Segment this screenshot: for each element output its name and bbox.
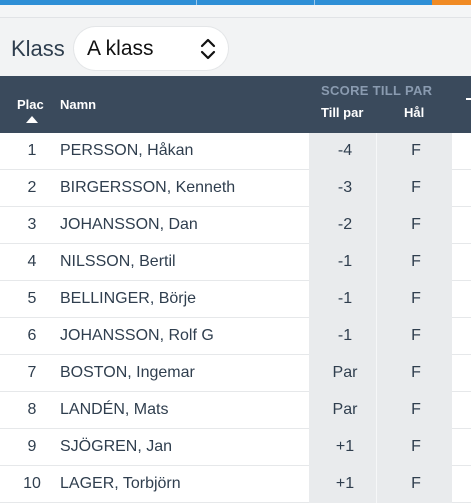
score-cell-bg xyxy=(309,392,452,429)
player-name: PERSSON, Håkan xyxy=(60,142,194,159)
table-row[interactable]: 7 BOSTON, Ingemar Par F xyxy=(0,355,471,392)
score-till-par: -4 xyxy=(337,142,353,159)
placement: 3 xyxy=(27,216,37,233)
score-till-par: -3 xyxy=(337,179,353,196)
holes-played: F xyxy=(411,364,421,381)
klass-select-value: A klass xyxy=(87,37,154,60)
player-name: BIRGERSSON, Kenneth xyxy=(60,179,236,196)
score-cell-divider xyxy=(376,429,377,466)
player-name: BELLINGER, Börje xyxy=(60,290,197,307)
score-cell-bg xyxy=(309,318,452,355)
placement: 1 xyxy=(27,142,37,159)
table-row[interactable]: 8 LANDÉN, Mats Par F xyxy=(0,392,471,429)
score-till-par: Par xyxy=(332,401,358,418)
nav-active-indicator[interactable] xyxy=(432,0,471,5)
score-cell-divider xyxy=(376,207,377,244)
score-till-par: -1 xyxy=(337,290,353,307)
player-name: JOHANSSON, Rolf G xyxy=(60,327,214,344)
table-row[interactable]: 5 BELLINGER, Börje -1 F xyxy=(0,281,471,318)
results-table-body: 1 PERSSON, Håkan -4 F 2 BIRGERSSON, Kenn… xyxy=(0,133,471,503)
score-cell-bg xyxy=(309,466,452,503)
nav-divider xyxy=(196,0,197,5)
placement: 9 xyxy=(27,438,37,455)
placement: 7 xyxy=(27,364,37,381)
placement: 5 xyxy=(27,290,37,307)
klass-select[interactable]: A klass xyxy=(74,27,228,70)
table-row[interactable]: 3 JOHANSSON, Dan -2 F xyxy=(0,207,471,244)
chevron-updown-icon xyxy=(200,38,216,60)
score-cell-divider xyxy=(376,318,377,355)
score-cell-bg xyxy=(309,429,452,466)
top-nav-bar xyxy=(0,0,471,5)
score-cell-divider xyxy=(376,244,377,281)
column-header-till-par[interactable]: Till par xyxy=(321,105,364,120)
column-header-hal[interactable]: Hål xyxy=(404,105,425,120)
score-cell-divider xyxy=(376,355,377,392)
table-row[interactable]: 9 SJÖGREN, Jan +1 F xyxy=(0,429,471,466)
player-name: NILSSON, Bertil xyxy=(60,253,176,270)
holes-played: F xyxy=(411,438,421,455)
score-cell-bg xyxy=(309,244,452,281)
player-name: LAGER, Torbjörn xyxy=(60,475,181,492)
score-till-par: -2 xyxy=(337,216,353,233)
holes-played: F xyxy=(411,216,421,233)
score-cell-divider xyxy=(376,170,377,207)
table-row[interactable]: 1 PERSSON, Håkan -4 F xyxy=(0,133,471,170)
holes-played: F xyxy=(411,290,421,307)
holes-played: F xyxy=(411,253,421,270)
table-header: Plac Namn SCORE TILL PAR Till par Hål xyxy=(0,76,471,133)
score-cell-divider xyxy=(376,392,377,429)
table-row[interactable]: 10 LAGER, Torbjörn +1 F xyxy=(0,466,471,503)
table-row[interactable]: 2 BIRGERSSON, Kenneth -3 F xyxy=(0,170,471,207)
table-row[interactable]: 6 JOHANSSON, Rolf G -1 F xyxy=(0,318,471,355)
klass-label: Klass xyxy=(11,36,65,61)
score-cell-divider xyxy=(376,466,377,503)
placement: 8 xyxy=(27,401,37,418)
player-name: BOSTON, Ingemar xyxy=(60,364,195,381)
score-till-par: -1 xyxy=(337,327,353,344)
player-name: SJÖGREN, Jan xyxy=(60,438,173,455)
placement: 4 xyxy=(27,253,37,270)
score-cell-divider xyxy=(376,281,377,318)
player-name: JOHANSSON, Dan xyxy=(60,216,198,233)
player-name: LANDÉN, Mats xyxy=(60,401,169,418)
score-cell-divider xyxy=(376,133,377,170)
score-till-par: +1 xyxy=(335,438,355,455)
nav-divider xyxy=(314,0,315,5)
holes-played: F xyxy=(411,401,421,418)
score-cell-bg xyxy=(309,207,452,244)
holes-played: F xyxy=(411,327,421,344)
column-group-score-till-par: SCORE TILL PAR xyxy=(321,83,433,98)
column-header-namn[interactable]: Namn xyxy=(60,97,97,112)
table-row[interactable]: 4 NILSSON, Bertil -1 F xyxy=(0,244,471,281)
placement: 10 xyxy=(23,475,41,492)
score-cell-bg xyxy=(309,281,452,318)
placement: 2 xyxy=(27,179,37,196)
holes-played: F xyxy=(411,142,421,159)
filter-area xyxy=(0,18,471,76)
placement: 6 xyxy=(27,327,37,344)
score-cell-bg xyxy=(309,133,452,170)
column-header-plac[interactable]: Plac xyxy=(17,97,44,112)
score-till-par: +1 xyxy=(335,475,355,492)
score-till-par: Par xyxy=(332,364,358,381)
score-cell-bg xyxy=(309,355,452,392)
score-cell-bg xyxy=(309,170,452,207)
holes-played: F xyxy=(411,179,421,196)
column-header-cutoff xyxy=(466,98,471,100)
sub-bar xyxy=(0,5,471,18)
sort-asc-icon[interactable] xyxy=(26,116,38,123)
holes-played: F xyxy=(411,475,421,492)
score-till-par: -1 xyxy=(337,253,353,270)
